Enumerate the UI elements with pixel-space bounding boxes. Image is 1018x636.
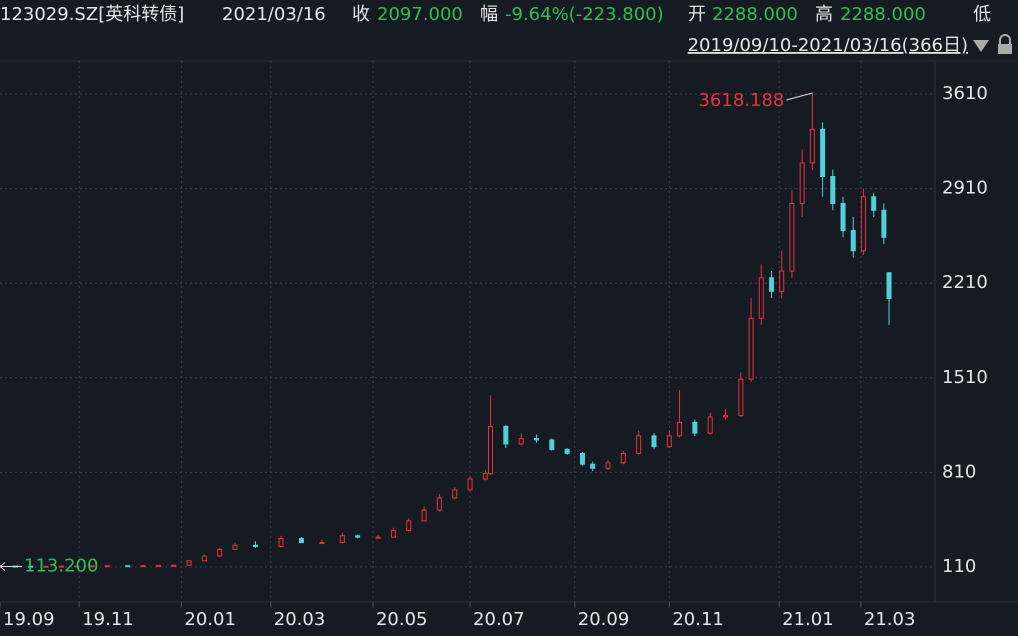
candle-body <box>518 438 524 445</box>
candle-body <box>564 448 570 454</box>
candle-body <box>590 463 596 469</box>
candle-body <box>738 378 744 417</box>
lock-icon[interactable] <box>998 34 1012 54</box>
candle-body <box>692 421 698 434</box>
candle-body <box>820 128 826 177</box>
y-tick-label: 810 <box>942 461 976 482</box>
x-tick-label: 20.01 <box>184 609 236 630</box>
code: 123029.SZ[英科转债] <box>0 4 184 25</box>
x-tick-label: 19.09 <box>3 609 55 630</box>
date-range[interactable]: 2019/09/10-2021/03/16(366日) <box>688 35 968 56</box>
candle-body <box>171 564 177 567</box>
candle-body <box>252 544 258 548</box>
candle-body <box>390 529 396 538</box>
candle-body <box>406 520 412 531</box>
candle-body <box>533 438 539 441</box>
candle-body <box>375 536 381 539</box>
min-arrow <box>0 562 22 571</box>
candle-body <box>799 162 805 205</box>
candle-body <box>881 209 887 238</box>
candle-body <box>850 230 856 252</box>
candle-body <box>58 565 64 568</box>
x-tick-label: 20.05 <box>376 609 428 630</box>
candle-body <box>677 421 683 437</box>
candle-body <box>339 535 345 544</box>
candle-body <box>779 270 785 292</box>
candle-body <box>201 555 207 562</box>
close: 2097.000 <box>377 4 463 25</box>
open-label: 开 <box>688 4 706 25</box>
candle-body <box>886 272 892 299</box>
candle-body <box>707 416 713 434</box>
candle-body <box>651 435 657 448</box>
high-label: 高 <box>815 4 833 25</box>
candle-body <box>769 277 775 292</box>
candle-body <box>319 542 325 545</box>
candle-body <box>421 509 427 522</box>
candle-body <box>748 317 754 380</box>
dropdown-icon[interactable] <box>973 40 989 52</box>
candle-body <box>605 462 611 469</box>
candle-body <box>487 425 493 475</box>
candle-body <box>579 452 585 465</box>
candle-body <box>74 565 80 568</box>
x-tick-label: 21.03 <box>864 609 916 630</box>
candle-body <box>186 560 192 566</box>
candle-body <box>217 548 223 557</box>
x-tick-label: 20.07 <box>473 609 525 630</box>
candle-body <box>871 196 877 211</box>
change-label: 幅 <box>480 4 498 25</box>
candle-body <box>278 538 284 548</box>
candle-body <box>28 565 34 568</box>
candle-body <box>809 128 815 164</box>
candle-body <box>620 452 626 464</box>
candle-body <box>232 544 238 550</box>
candle-body <box>549 439 555 450</box>
candle-body <box>125 565 131 568</box>
candle-body <box>467 478 473 491</box>
candle-body <box>355 535 361 538</box>
candle-body <box>723 415 729 418</box>
candle-body <box>436 497 442 511</box>
candle-body <box>789 203 795 272</box>
change: -9.64%(-223.800) <box>505 4 664 25</box>
candle-body <box>666 435 672 448</box>
date: 2021/03/16 <box>222 4 326 25</box>
y-tick-label: 3610 <box>942 83 988 104</box>
x-tick-label: 19.11 <box>82 609 134 630</box>
low-label: 低 <box>973 4 991 25</box>
candle-body <box>43 565 49 568</box>
x-tick-label: 20.09 <box>578 609 630 630</box>
close-label: 收 <box>352 4 370 25</box>
max-arrow <box>786 92 813 101</box>
x-tick-label: 20.11 <box>672 609 724 630</box>
candle-body <box>758 277 764 319</box>
y-tick-label: 110 <box>942 556 976 577</box>
x-tick-label: 21.01 <box>782 609 834 630</box>
y-tick-label: 1510 <box>942 367 988 388</box>
candle-body <box>298 538 304 544</box>
candle-body <box>830 175 836 205</box>
x-tick-label: 20.03 <box>274 609 326 630</box>
candle-body <box>104 565 110 568</box>
y-tick-label: 2910 <box>942 178 988 199</box>
candle-body <box>89 565 95 568</box>
candle-body <box>860 196 866 252</box>
max-label: 3618.188 <box>698 90 784 111</box>
candle-body <box>482 473 488 480</box>
candle-body <box>155 564 161 567</box>
candle-body <box>140 565 146 568</box>
high: 2288.000 <box>840 4 926 25</box>
candle-body <box>452 489 458 499</box>
y-tick-label: 2210 <box>942 272 988 293</box>
candle-body <box>840 203 846 232</box>
candle-body <box>636 435 642 454</box>
min-label: 113.200 <box>24 555 98 576</box>
open: 2288.000 <box>712 4 798 25</box>
candle-body <box>503 425 509 445</box>
